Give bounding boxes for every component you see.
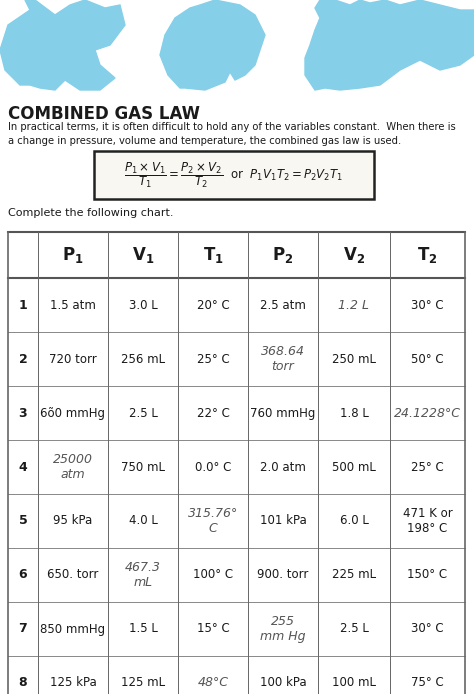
Text: 7: 7 <box>18 623 27 636</box>
Polygon shape <box>0 0 125 90</box>
Text: 256 mL: 256 mL <box>121 353 165 366</box>
Text: 30° C: 30° C <box>411 298 444 312</box>
Text: 4.0 L: 4.0 L <box>128 514 157 527</box>
Text: In practical terms, it is often difficult to hold any of the variables constant.: In practical terms, it is often difficul… <box>8 122 456 146</box>
Text: 24.1228°C: 24.1228°C <box>394 407 461 419</box>
Text: 225 mL: 225 mL <box>332 568 376 582</box>
Text: 100 kPa: 100 kPa <box>260 677 306 690</box>
Text: 6.0 L: 6.0 L <box>339 514 368 527</box>
Text: 75° C: 75° C <box>411 677 444 690</box>
Text: 1.5 atm: 1.5 atm <box>50 298 96 312</box>
Text: 1.2 L: 1.2 L <box>338 298 370 312</box>
Text: 3.0 L: 3.0 L <box>128 298 157 312</box>
Text: 25° C: 25° C <box>197 353 229 366</box>
Text: 125 mL: 125 mL <box>121 677 165 690</box>
Text: 467.3
mL: 467.3 mL <box>125 561 161 589</box>
Text: 650. torr: 650. torr <box>47 568 99 582</box>
Text: 2.0 atm: 2.0 atm <box>260 461 306 473</box>
Text: Complete the following chart.: Complete the following chart. <box>8 208 173 218</box>
Text: 100° C: 100° C <box>193 568 233 582</box>
Text: 471 K or
198° C: 471 K or 198° C <box>402 507 452 535</box>
Text: 5: 5 <box>18 514 27 527</box>
Text: 25000
atm: 25000 atm <box>53 453 93 481</box>
Text: 6õ0 mmHg: 6õ0 mmHg <box>40 407 106 419</box>
Text: 20° C: 20° C <box>197 298 229 312</box>
Text: $\mathbf{P_1}$: $\mathbf{P_1}$ <box>62 245 84 265</box>
Text: 850 mmHg: 850 mmHg <box>40 623 106 636</box>
Text: 4: 4 <box>18 461 27 473</box>
Text: 95 kPa: 95 kPa <box>54 514 92 527</box>
Text: 150° C: 150° C <box>408 568 447 582</box>
FancyBboxPatch shape <box>94 151 374 199</box>
Text: 30° C: 30° C <box>411 623 444 636</box>
Text: 2: 2 <box>18 353 27 366</box>
Text: 48°C: 48°C <box>198 677 228 690</box>
Polygon shape <box>305 0 474 90</box>
Text: 2.5 L: 2.5 L <box>128 407 157 419</box>
Text: $\mathbf{V_1}$: $\mathbf{V_1}$ <box>132 245 154 265</box>
Text: 720 torr: 720 torr <box>49 353 97 366</box>
Text: 315.76°
C: 315.76° C <box>188 507 238 535</box>
Text: 8: 8 <box>18 677 27 690</box>
Text: 101 kPa: 101 kPa <box>260 514 306 527</box>
Text: $\mathbf{V_2}$: $\mathbf{V_2}$ <box>343 245 365 265</box>
Text: 6: 6 <box>18 568 27 582</box>
Text: $\mathbf{P_2}$: $\mathbf{P_2}$ <box>273 245 294 265</box>
Text: 900. torr: 900. torr <box>257 568 309 582</box>
Text: 368.64
torr: 368.64 torr <box>261 345 305 373</box>
Text: 50° C: 50° C <box>411 353 444 366</box>
Text: COMBINED GAS LAW: COMBINED GAS LAW <box>8 105 200 123</box>
Text: 760 mmHg: 760 mmHg <box>250 407 316 419</box>
Text: 0.0° C: 0.0° C <box>195 461 231 473</box>
Text: $\dfrac{P_1 \times V_1}{T_1} = \dfrac{P_2 \times V_2}{T_2}$  or  $P_1V_1T_2 = P_: $\dfrac{P_1 \times V_1}{T_1} = \dfrac{P_… <box>124 160 344 190</box>
Text: 250 mL: 250 mL <box>332 353 376 366</box>
Polygon shape <box>160 0 265 90</box>
Text: $\mathbf{T_1}$: $\mathbf{T_1}$ <box>202 245 223 265</box>
Text: 1: 1 <box>18 298 27 312</box>
Text: 1.5 L: 1.5 L <box>128 623 157 636</box>
Text: 15° C: 15° C <box>197 623 229 636</box>
Text: $\mathbf{T_2}$: $\mathbf{T_2}$ <box>417 245 438 265</box>
Text: 2.5 atm: 2.5 atm <box>260 298 306 312</box>
Text: 500 mL: 500 mL <box>332 461 376 473</box>
Text: 25° C: 25° C <box>411 461 444 473</box>
Text: 125 kPa: 125 kPa <box>50 677 96 690</box>
Text: 2.5 L: 2.5 L <box>339 623 368 636</box>
Text: 1.8 L: 1.8 L <box>339 407 368 419</box>
Text: 750 mL: 750 mL <box>121 461 165 473</box>
Text: 255
mm Hg: 255 mm Hg <box>260 615 306 643</box>
Text: 3: 3 <box>18 407 27 419</box>
Text: 22° C: 22° C <box>197 407 229 419</box>
Text: 100 mL: 100 mL <box>332 677 376 690</box>
